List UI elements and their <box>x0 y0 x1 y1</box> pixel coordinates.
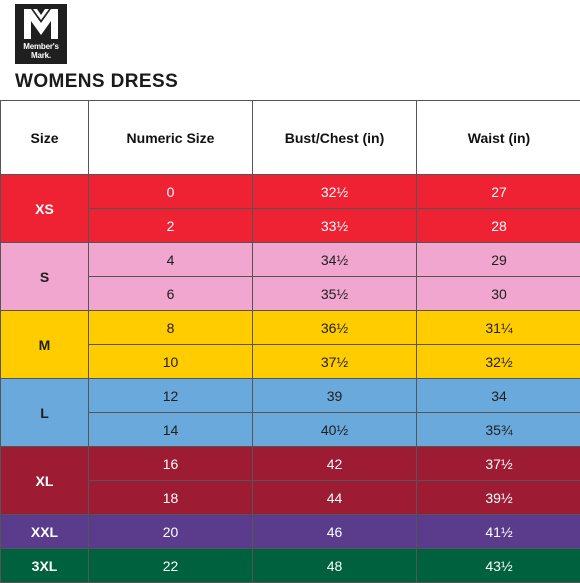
logo-line-1: Member's <box>23 42 58 51</box>
size-label: M <box>1 311 89 379</box>
bust-chest-cell: 46 <box>253 515 417 549</box>
numeric-size-cell: 12 <box>89 379 253 413</box>
members-mark-m-icon <box>20 7 62 41</box>
waist-cell: 27 <box>417 175 580 209</box>
size-label: S <box>1 243 89 311</box>
bust-chest-cell: 42 <box>253 447 417 481</box>
members-mark-logo: Member's Mark. <box>15 4 67 64</box>
numeric-size-cell: 18 <box>89 481 253 515</box>
header-bust-chest: Bust/Chest (in) <box>253 101 417 175</box>
numeric-size-cell: 22 <box>89 549 253 583</box>
bust-chest-cell: 44 <box>253 481 417 515</box>
bust-chest-cell: 37½ <box>253 345 417 379</box>
header-row: Size Numeric Size Bust/Chest (in) Waist … <box>1 101 580 175</box>
numeric-size-cell: 10 <box>89 345 253 379</box>
numeric-size-cell: 8 <box>89 311 253 345</box>
waist-cell: 31¼ <box>417 311 580 345</box>
waist-cell: 41½ <box>417 515 580 549</box>
waist-cell: 30 <box>417 277 580 311</box>
size-label: 3XL <box>1 549 89 583</box>
header-numeric-size: Numeric Size <box>89 101 253 175</box>
bust-chest-cell: 33½ <box>253 209 417 243</box>
size-label: XXL <box>1 515 89 549</box>
size-label: L <box>1 379 89 447</box>
size-label: XS <box>1 175 89 243</box>
bust-chest-cell: 40½ <box>253 413 417 447</box>
bust-chest-cell: 48 <box>253 549 417 583</box>
bust-chest-cell: 35½ <box>253 277 417 311</box>
numeric-size-cell: 2 <box>89 209 253 243</box>
bust-chest-cell: 36½ <box>253 311 417 345</box>
numeric-size-cell: 14 <box>89 413 253 447</box>
bust-chest-cell: 32½ <box>253 175 417 209</box>
numeric-size-cell: 4 <box>89 243 253 277</box>
size-label: XL <box>1 447 89 515</box>
header-size: Size <box>1 101 89 175</box>
header-waist: Waist (in) <box>417 101 580 175</box>
waist-cell: 34 <box>417 379 580 413</box>
size-chart-table: Size Numeric Size Bust/Chest (in) Waist … <box>0 100 580 583</box>
numeric-size-cell: 16 <box>89 447 253 481</box>
numeric-size-cell: 20 <box>89 515 253 549</box>
waist-cell: 39½ <box>417 481 580 515</box>
waist-cell: 29 <box>417 243 580 277</box>
numeric-size-cell: 6 <box>89 277 253 311</box>
chart-title: WOMENS DRESS <box>15 71 178 93</box>
bust-chest-cell: 34½ <box>253 243 417 277</box>
waist-cell: 37½ <box>417 447 580 481</box>
waist-cell: 35¾ <box>417 413 580 447</box>
bust-chest-cell: 39 <box>253 379 417 413</box>
logo-line-2: Mark. <box>31 51 51 60</box>
waist-cell: 43½ <box>417 549 580 583</box>
waist-cell: 28 <box>417 209 580 243</box>
numeric-size-cell: 0 <box>89 175 253 209</box>
waist-cell: 32½ <box>417 345 580 379</box>
